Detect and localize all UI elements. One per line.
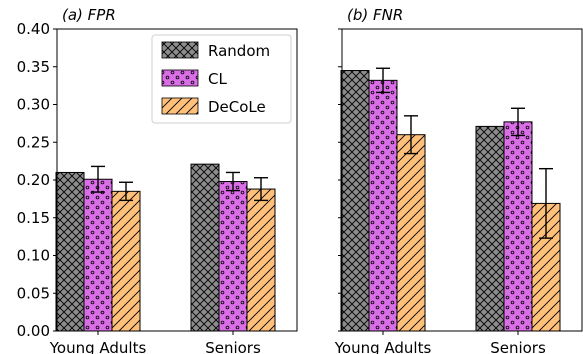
errorbar-fnr-decole-seniors — [539, 167, 553, 239]
bar-fpr-cl-seniors — [218, 181, 248, 332]
bar-fnr-cl-young-adults — [368, 79, 398, 332]
bar-fpr-random-young-adults — [55, 171, 85, 332]
legend-label-cl: CL — [208, 70, 227, 88]
legend-label-decole: DeCoLe — [208, 98, 266, 116]
errorbar-fnr-cl-young-adults — [376, 67, 390, 94]
errorbar-fpr-decole-young-adults — [119, 181, 133, 202]
y-tick-label-fpr: 0.10 — [17, 247, 50, 265]
bar-fnr-decole-young-adults — [396, 134, 426, 332]
bar-fnr-cl-seniors — [503, 121, 533, 332]
panel-fnr: (b) FNR Young Adults Seniors — [334, 6, 583, 354]
x-tick-label-fnr-young-adults: Young Adults — [334, 339, 432, 354]
bar-fpr-decole-seniors — [246, 188, 276, 332]
legend-entry-decole: DeCoLe — [161, 97, 266, 116]
bar-fpr-cl-young-adults — [83, 178, 113, 332]
y-tick-label-fpr: 0.20 — [17, 171, 50, 189]
y-tick-label-fpr: 0.30 — [17, 96, 50, 114]
errorbar-fnr-cl-seniors — [511, 107, 525, 137]
bar-fpr-decole-young-adults — [111, 190, 141, 332]
y-tick-label-fpr: 0.40 — [17, 20, 50, 38]
legend-swatch-random — [161, 41, 199, 59]
plot-area-fnr: Young Adults Seniors — [334, 28, 561, 354]
x-tick-label-fnr-seniors: Seniors — [490, 339, 546, 354]
legend-entry-cl: CL — [161, 69, 227, 88]
axes-frame-fpr — [56, 28, 298, 332]
legend-label-random: Random — [208, 42, 270, 60]
errorbar-fpr-cl-young-adults — [91, 165, 105, 193]
plot-area-fpr: Young Adults Seniors 0.00 0.05 0.10 0.15 0.20 0… — [17, 20, 276, 354]
y-tick-label-fpr: 0.05 — [17, 284, 50, 302]
y-tick-label-fpr: 0.25 — [17, 133, 50, 151]
legend: Random CL DeCoLe — [151, 34, 292, 124]
x-tick-label-fpr-seniors: Seniors — [205, 339, 261, 354]
legend-entry-random: Random — [161, 41, 270, 60]
legend-swatch-decole — [161, 97, 199, 115]
panel-title-fnr: (b) FNR — [347, 6, 403, 24]
y-tick-label-fpr: 0.35 — [17, 58, 50, 76]
bar-fnr-random-young-adults — [340, 70, 370, 332]
errorbar-fpr-cl-seniors — [226, 171, 240, 192]
errorbar-fnr-decole-young-adults — [404, 115, 418, 155]
y-tick-label-fpr: 0.15 — [17, 209, 50, 227]
panel-title-fpr: (a) FPR — [62, 6, 116, 24]
bar-fpr-random-seniors — [190, 163, 220, 332]
legend-swatch-cl — [161, 69, 199, 87]
axes-frame-fnr — [341, 28, 583, 332]
errorbar-fpr-decole-seniors — [254, 177, 268, 202]
y-tick-label-fpr: 0.00 — [17, 322, 50, 340]
bar-fnr-random-seniors — [475, 125, 505, 332]
x-tick-label-fpr-young-adults: Young Adults — [49, 339, 147, 354]
panel-fpr: (a) FPR Young Adults Seniors 0.00 0.05 0.10 0… — [17, 6, 298, 354]
